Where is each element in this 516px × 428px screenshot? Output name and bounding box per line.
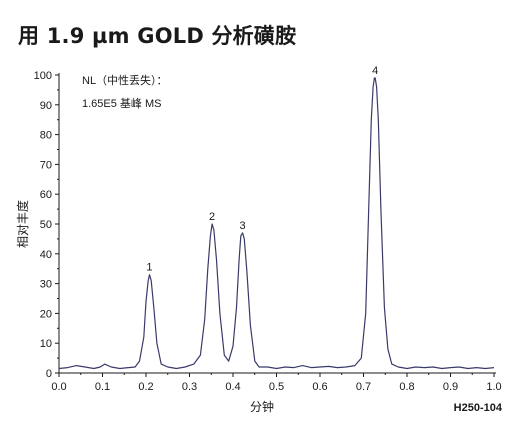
x-tick-label: 0.1 bbox=[95, 381, 110, 393]
y-tick-label: 100 bbox=[34, 70, 52, 82]
x-tick-label: 0.3 bbox=[182, 381, 197, 393]
chromatogram-trace bbox=[58, 77, 495, 370]
y-tick-label: 40 bbox=[40, 249, 52, 261]
y-tick-label: 20 bbox=[40, 308, 52, 320]
x-tick-label: 0.7 bbox=[356, 381, 371, 393]
y-tick-label: 80 bbox=[40, 130, 52, 142]
x-tick-label: 1.0 bbox=[486, 381, 501, 393]
y-tick-label: 0 bbox=[46, 368, 52, 380]
figure-code: H250-104 bbox=[454, 402, 503, 414]
x-axis-title: 分钟 bbox=[250, 399, 274, 414]
x-tick-label: 0.5 bbox=[269, 381, 284, 393]
y-tick-label: 60 bbox=[40, 189, 52, 201]
x-tick-label: 0.6 bbox=[312, 381, 327, 393]
peak-label: 3 bbox=[240, 220, 246, 232]
x-tick-label: 0.9 bbox=[443, 381, 458, 393]
y-axis-title: 相对丰度 bbox=[15, 200, 30, 248]
plot-area bbox=[58, 77, 495, 370]
x-tick-label: 0.2 bbox=[138, 381, 153, 393]
labels: 1 2 3 4 NL（中性丢失）： 1.65E5 基峰 MS 分钟 相对丰度 H250-104 bbox=[15, 65, 503, 414]
y-tick-label: 70 bbox=[40, 159, 52, 171]
page-title: 用 1.9 µm GOLD 分析磺胺 bbox=[18, 24, 297, 48]
y-tick-label: 90 bbox=[40, 100, 52, 112]
peak-label: 4 bbox=[372, 65, 378, 77]
annotation-line: NL（中性丢失）： bbox=[82, 73, 168, 87]
x-tick-label: 0.0 bbox=[51, 381, 66, 393]
axes bbox=[58, 73, 496, 374]
ticks: 0 10 20 30 40 50 60 70 80 90 100 0.0 0.1 0.2 0.3 0.4 0.5… bbox=[34, 70, 502, 393]
peak-label: 2 bbox=[209, 211, 215, 223]
y-tick-label: 30 bbox=[40, 279, 52, 291]
y-tick-label: 50 bbox=[40, 219, 52, 231]
y-tick-label: 10 bbox=[40, 338, 52, 350]
peak-label: 1 bbox=[146, 262, 152, 274]
x-tick-label: 0.8 bbox=[399, 381, 414, 393]
annotation-line: 1.65E5 基峰 MS bbox=[82, 97, 161, 110]
x-tick-label: 0.4 bbox=[225, 381, 240, 393]
